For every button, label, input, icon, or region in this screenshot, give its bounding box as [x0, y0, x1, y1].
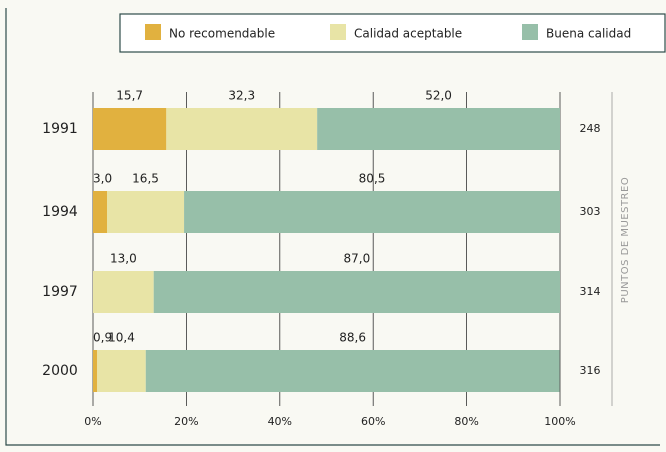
sample-count: 316 [580, 364, 601, 377]
frame [5, 8, 660, 446]
x-tick-label: 80% [454, 415, 478, 428]
data-label: 52,0 [425, 89, 452, 103]
side-label: PUNTOS DE MUESTREO [620, 177, 631, 303]
data-label: 87,0 [343, 252, 370, 266]
legend-box [119, 13, 666, 53]
data-label: 32,3 [228, 89, 255, 103]
data-label: 0,9 [93, 331, 112, 345]
x-tick-label: 0% [84, 415, 101, 428]
data-label: 80,5 [359, 172, 386, 186]
bar-segment [93, 271, 154, 313]
bar-segment [166, 108, 318, 150]
x-tick-label: 40% [268, 415, 292, 428]
legend-label: Buena calidad [546, 27, 631, 41]
legend-label: Calidad aceptable [354, 27, 462, 41]
y-tick-label: 2000 [42, 363, 78, 379]
data-label: 16,5 [132, 172, 159, 186]
x-tick-label: 20% [174, 415, 198, 428]
legend-swatch [330, 24, 346, 40]
data-label: 3,0 [93, 172, 112, 186]
legend-label: No recomendable [169, 27, 275, 41]
data-label: 88,6 [339, 331, 366, 345]
x-tick-label: 100% [544, 415, 575, 428]
y-tick-label: 1997 [42, 284, 78, 300]
bar-segment [107, 191, 185, 233]
bar-segment [317, 108, 560, 150]
sample-count: 314 [580, 285, 601, 298]
legend-swatch [522, 24, 538, 40]
data-label: 13,0 [110, 252, 137, 266]
sample-count: 248 [580, 122, 601, 135]
bar-segment [97, 350, 146, 392]
bar-segment [93, 191, 108, 233]
sample-count: 303 [580, 205, 601, 218]
bar-segment [153, 271, 560, 313]
y-tick-label: 1994 [42, 204, 78, 220]
bar-segment [145, 350, 560, 392]
bar-segment [93, 350, 98, 392]
data-label: 15,7 [116, 89, 143, 103]
bar-segment [93, 108, 167, 150]
y-tick-label: 1991 [42, 121, 78, 137]
legend-swatch [145, 24, 161, 40]
bar-segment [184, 191, 560, 233]
x-tick-label: 60% [361, 415, 385, 428]
data-label: 10,4 [108, 331, 135, 345]
